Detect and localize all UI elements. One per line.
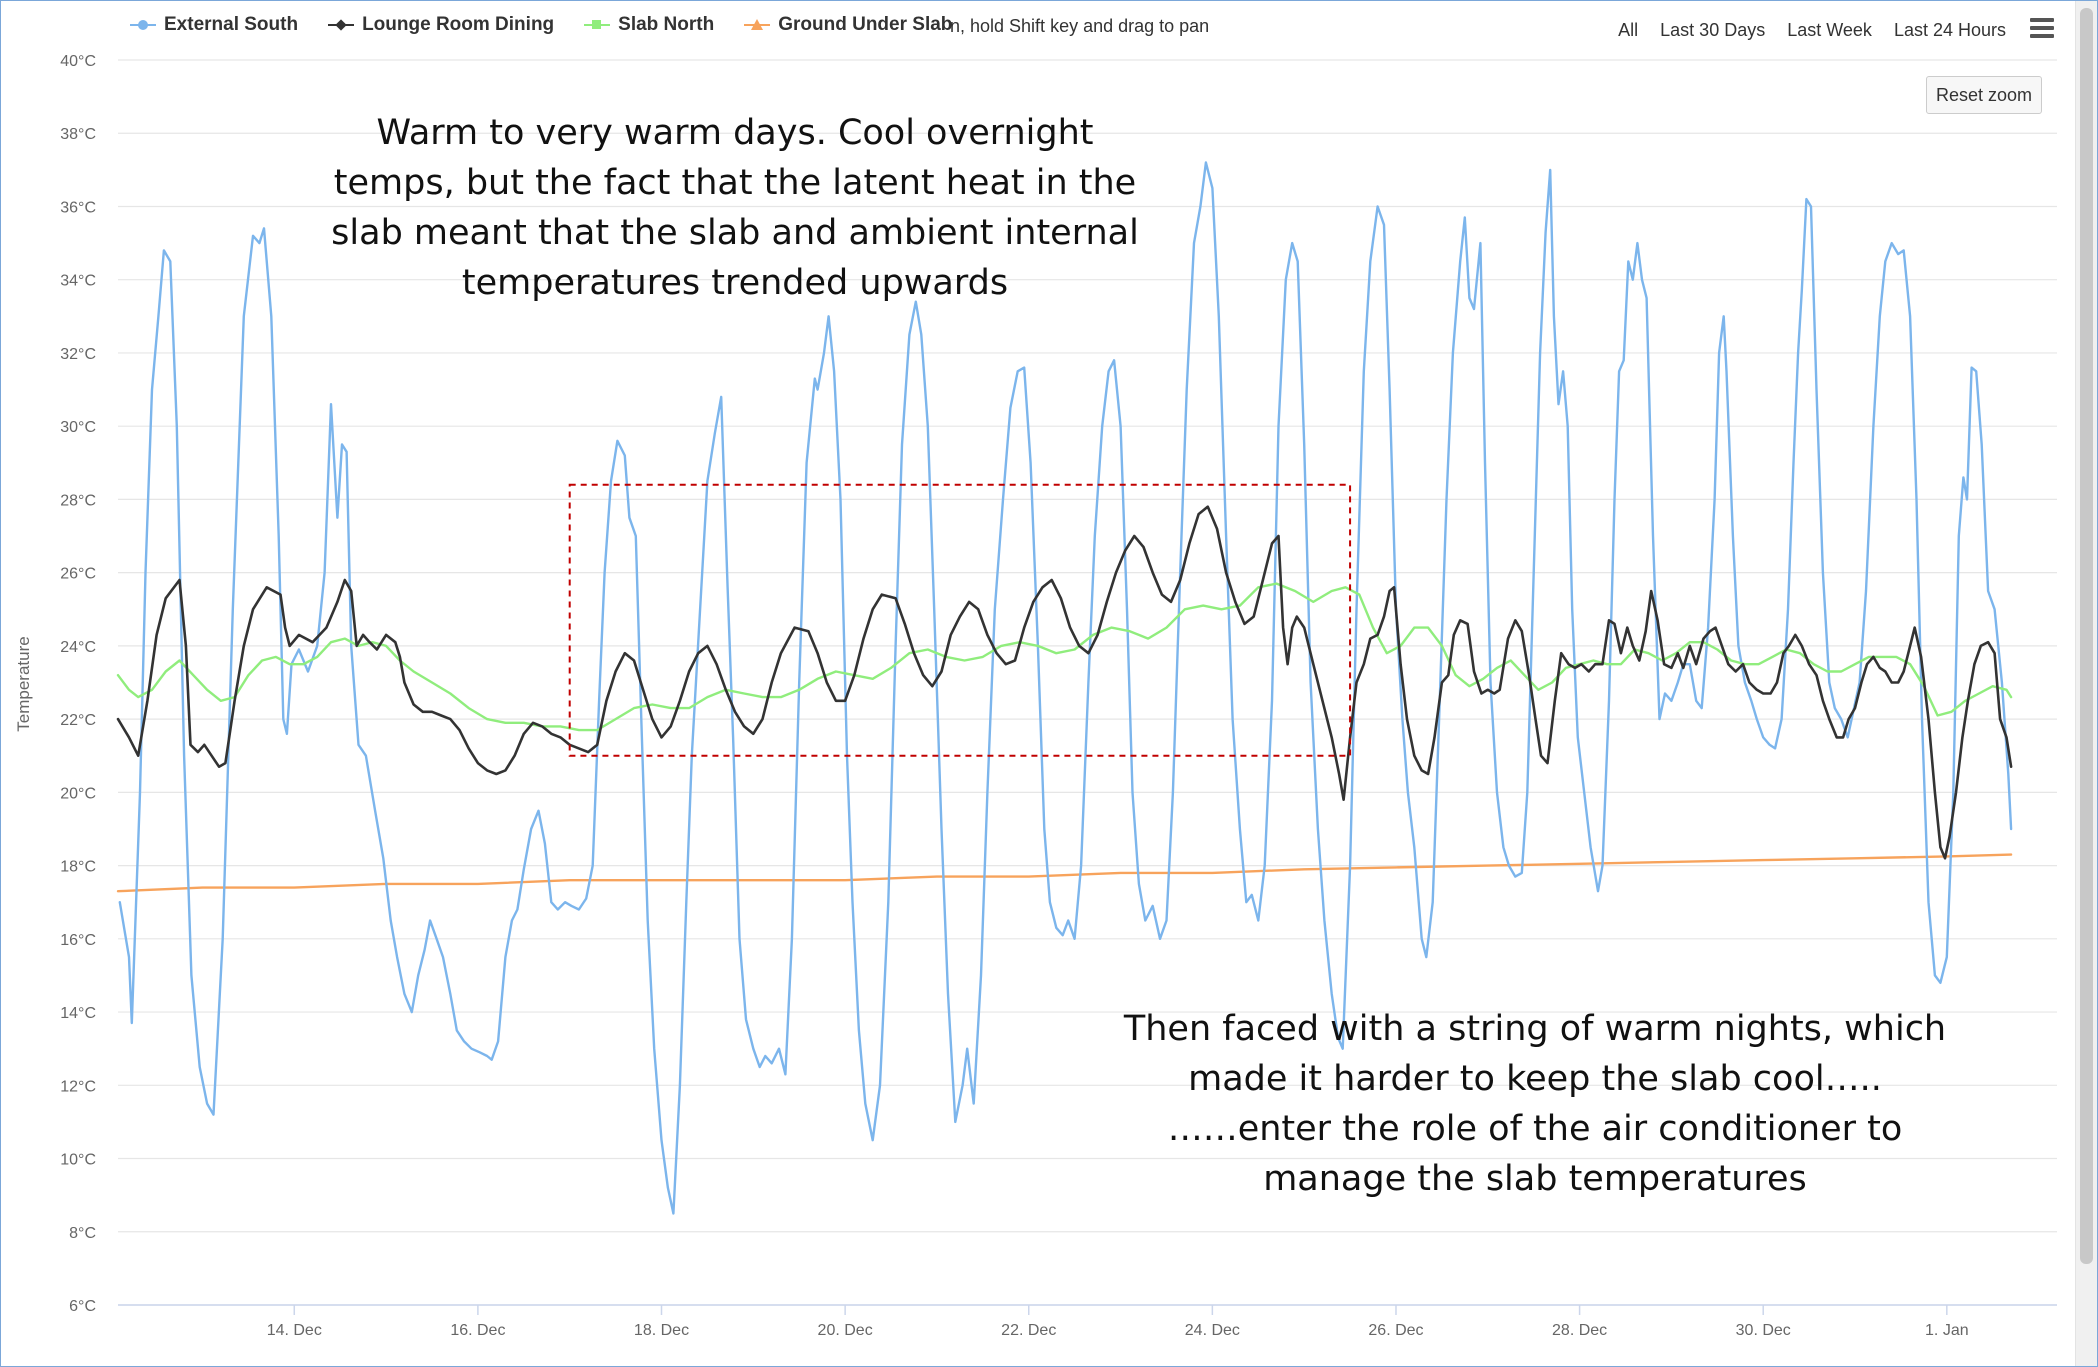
- y-tick-label: 28°C: [60, 492, 96, 509]
- y-axis-tick-labels: 40°C 38°C 36°C 34°C 32°C 30°C 28°C 26°C 24°C 22°C…: [60, 53, 96, 1315]
- y-tick-label: 24°C: [60, 639, 96, 656]
- circle-marker-icon: [130, 18, 156, 32]
- legend-item-external-south[interactable]: External South: [130, 14, 298, 36]
- legend-item-slab-north[interactable]: Slab North: [584, 14, 714, 36]
- annotation-bottom: Then faced with a string of warm nights,…: [1123, 1009, 1947, 1199]
- diamond-marker-icon: [328, 18, 355, 32]
- y-tick-label: 8°C: [69, 1225, 96, 1242]
- x-tick-label: 28. Dec: [1552, 1322, 1607, 1339]
- x-axis: 14. Dec 16. Dec 18. Dec 20. Dec 22. Dec 24. D…: [118, 1304, 2057, 1339]
- x-tick-label: 18. Dec: [634, 1322, 689, 1339]
- legend-label: External South: [164, 14, 299, 35]
- x-tick-label: 14. Dec: [267, 1322, 322, 1339]
- vertical-scrollbar[interactable]: [2075, 0, 2098, 1367]
- x-tick-label: 26. Dec: [1368, 1322, 1423, 1339]
- y-axis-title: Temperature: [14, 636, 33, 732]
- y-tick-label: 38°C: [60, 126, 96, 143]
- range-button-last-week[interactable]: Last Week: [1787, 20, 1872, 40]
- y-tick-label: 26°C: [60, 566, 96, 583]
- x-tick-label: 30. Dec: [1736, 1322, 1791, 1339]
- series-line-ground-under-slab[interactable]: [116, 853, 2013, 893]
- range-button-all[interactable]: All: [1618, 20, 1639, 40]
- x-tick-label: 1. Jan: [1925, 1322, 1969, 1339]
- square-marker-icon: [584, 18, 611, 32]
- y-tick-label: 34°C: [60, 273, 96, 290]
- y-tick-label: 20°C: [60, 785, 96, 802]
- y-tick-label: 6°C: [69, 1298, 96, 1315]
- x-tick-label: 16. Dec: [450, 1322, 505, 1339]
- legend-label: Lounge Room Dining: [362, 14, 555, 35]
- legend-item-ground-under-slab[interactable]: Ground Under Slab: [744, 14, 952, 36]
- series-line-lounge-room-dining[interactable]: [116, 505, 2013, 860]
- highlight-box: [568, 483, 1352, 757]
- y-tick-label: 16°C: [60, 932, 96, 949]
- y-tick-label: 40°C: [60, 53, 96, 70]
- legend-label: Ground Under Slab: [778, 14, 953, 35]
- series-layer: [116, 161, 2013, 1215]
- y-tick-label: 32°C: [60, 346, 96, 363]
- series-line-slab-north[interactable]: [116, 582, 2013, 732]
- legend: External South Lounge Room Dining Slab Nor…: [130, 14, 952, 36]
- legend-label: Slab North: [618, 14, 715, 35]
- reset-zoom-button[interactable]: Reset zoom: [1926, 76, 2042, 114]
- y-tick-label: 14°C: [60, 1005, 96, 1022]
- x-tick-label: 22. Dec: [1001, 1322, 1056, 1339]
- range-button-last-24-hours[interactable]: Last 24 Hours: [1893, 20, 2006, 40]
- series-line-external-south[interactable]: [118, 161, 2013, 1215]
- y-tick-label: 10°C: [60, 1152, 96, 1169]
- y-tick-label: 22°C: [60, 712, 96, 729]
- annotation-top: Warm to very warm days. Cool overnight t…: [331, 113, 1139, 303]
- y-tick-label: 30°C: [60, 419, 96, 436]
- legend-item-lounge-room-dining[interactable]: Lounge Room Dining: [328, 14, 554, 36]
- triangle-marker-icon: [744, 18, 771, 32]
- y-tick-label: 12°C: [60, 1078, 96, 1095]
- range-selector: All Last 30 Days Last Week Last 24 Hours: [1618, 20, 2006, 41]
- pan-hint-text: n, hold Shift key and drag to pan: [950, 16, 1210, 36]
- y-tick-label: 18°C: [60, 859, 96, 876]
- scrollbar-thumb[interactable]: [2080, 8, 2093, 1264]
- x-tick-label: 24. Dec: [1185, 1322, 1240, 1339]
- hamburger-menu-icon[interactable]: [2030, 18, 2054, 38]
- range-button-last-30-days[interactable]: Last 30 Days: [1660, 20, 1766, 40]
- x-tick-label: 20. Dec: [818, 1322, 873, 1339]
- y-tick-label: 36°C: [60, 199, 96, 216]
